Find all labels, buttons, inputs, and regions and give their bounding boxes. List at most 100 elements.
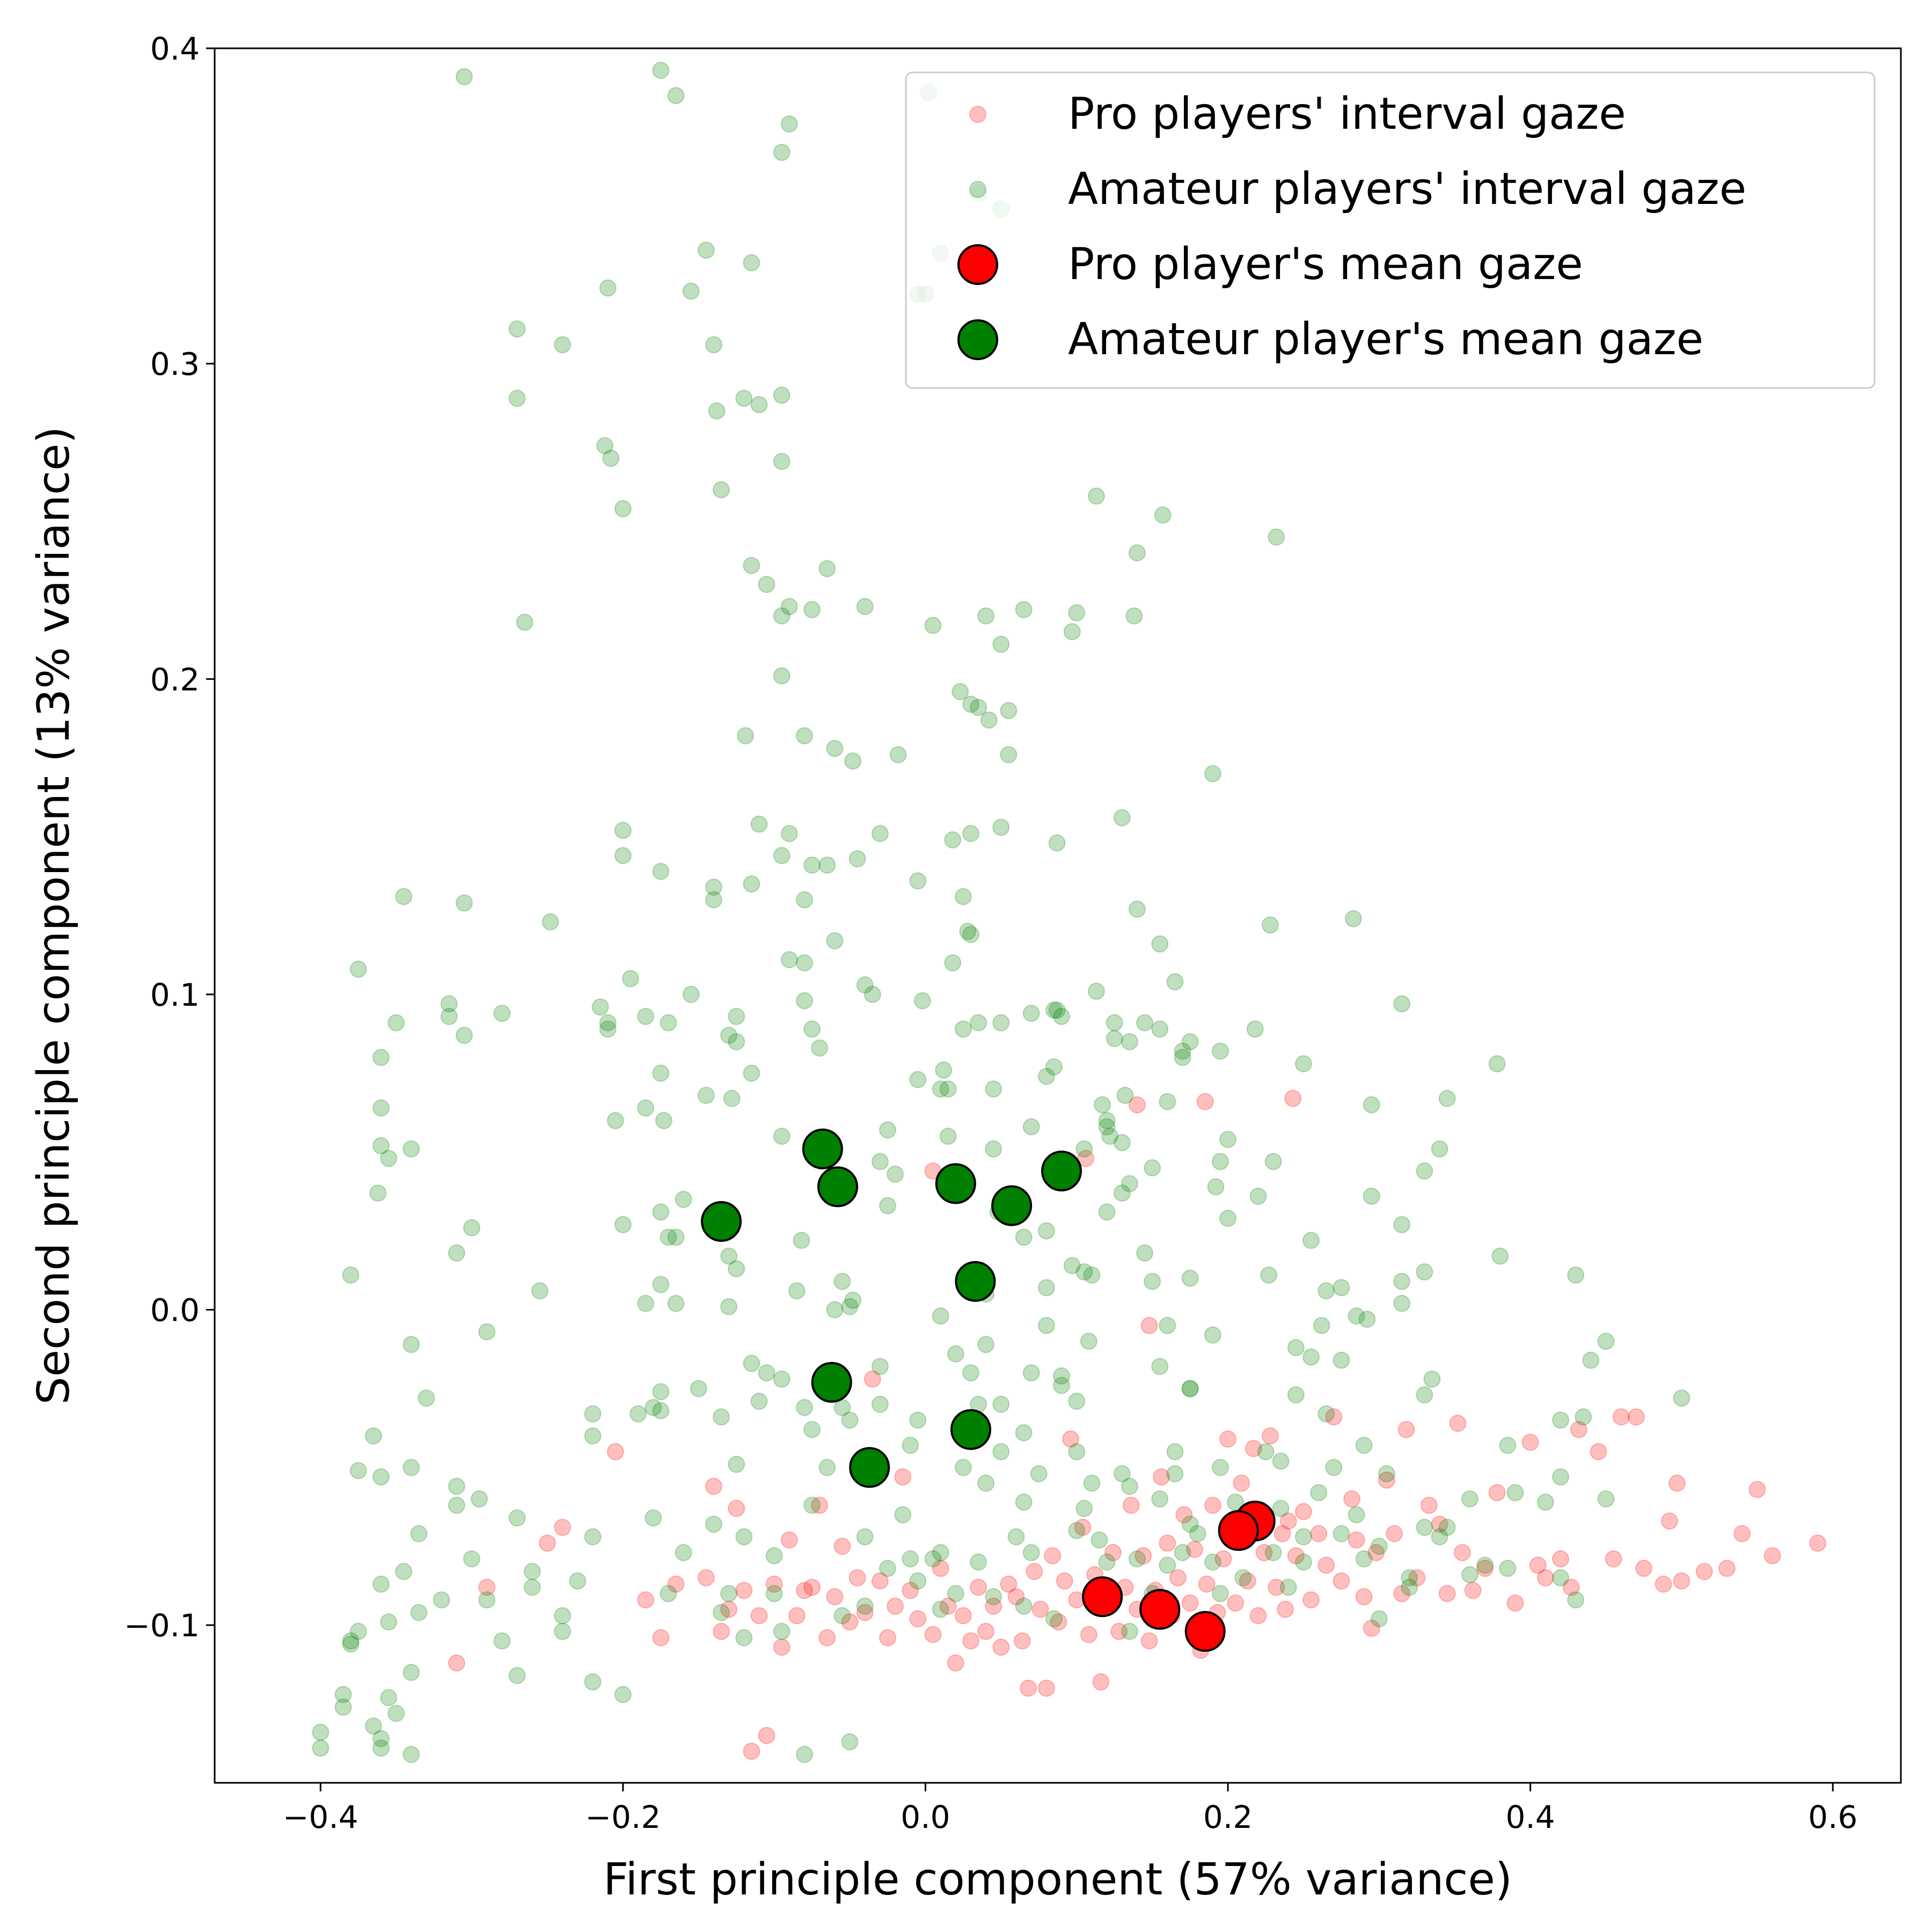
amateur-interval-point-32 xyxy=(743,557,760,574)
amateur-interval-point-311 xyxy=(1461,1490,1479,1508)
amateur-mean-point-6 xyxy=(955,1261,996,1302)
pro-interval-point-43 xyxy=(1310,1525,1328,1542)
legend: Pro players' interval gaze Amateur playe… xyxy=(905,71,1876,389)
amateur-interval-point-193 xyxy=(667,1228,685,1246)
amateur-interval-point-171 xyxy=(1431,1140,1448,1158)
pro-interval-point-132 xyxy=(713,1622,730,1640)
pro-interval-point-101 xyxy=(954,1607,972,1624)
amateur-interval-point-36 xyxy=(803,601,821,618)
amateur-interval-point-102 xyxy=(591,998,609,1016)
pro-interval-point-110 xyxy=(879,1629,896,1646)
amateur-interval-point-204 xyxy=(1567,1266,1585,1284)
pro-interval-point-8 xyxy=(1660,1512,1678,1530)
amateur-interval-point-293 xyxy=(1083,1474,1101,1492)
legend-label-amateur-mean: Amateur player's mean gaze xyxy=(1068,314,1703,365)
amateur-interval-point-62 xyxy=(962,825,979,843)
amateur-interval-point-324 xyxy=(1272,1499,1290,1517)
amateur-interval-point-350 xyxy=(879,1560,896,1577)
amateur-interval-point-347 xyxy=(523,1563,541,1580)
amateur-interval-point-147 xyxy=(723,1089,741,1107)
amateur-interval-point-212 xyxy=(788,1282,806,1300)
amateur-interval-point-180 xyxy=(660,1228,677,1246)
amateur-interval-point-223 xyxy=(1333,1279,1350,1297)
pro-mean-point-2 xyxy=(1082,1576,1123,1618)
amateur-interval-point-352 xyxy=(909,1572,927,1590)
amateur-interval-point-164 xyxy=(1098,1118,1116,1136)
amateur-interval-point-185 xyxy=(1113,1184,1131,1202)
amateur-interval-point-148 xyxy=(372,1099,390,1117)
amateur-interval-point-3 xyxy=(780,115,798,133)
amateur-interval-point-198 xyxy=(1083,1266,1101,1284)
amateur-interval-point-287 xyxy=(1499,1437,1517,1454)
amateur-interval-point-56 xyxy=(889,746,907,764)
plot-area xyxy=(312,62,1826,1763)
amateur-interval-point-80 xyxy=(705,891,722,909)
amateur-interval-point-334 xyxy=(1007,1528,1025,1546)
amateur-interval-point-50 xyxy=(970,699,987,716)
amateur-interval-point-138 xyxy=(1174,1042,1191,1060)
pro-interval-point-86 xyxy=(1056,1572,1073,1590)
x-tick-label-0: −0.4 xyxy=(283,1799,358,1835)
pro-interval-point-57 xyxy=(1227,1594,1245,1612)
amateur-interval-point-120 xyxy=(1045,1001,1063,1019)
amateur-interval-point-152 xyxy=(1438,1089,1456,1107)
amateur-interval-point-331 xyxy=(735,1528,753,1546)
amateur-interval-point-321 xyxy=(1075,1499,1093,1517)
amateur-interval-point-343 xyxy=(1438,1519,1456,1536)
pro-interval-point-114 xyxy=(848,1569,866,1586)
amateur-interval-point-284 xyxy=(1166,1443,1184,1460)
amateur-interval-point-34 xyxy=(758,576,775,593)
pro-interval-point-96 xyxy=(992,1638,1010,1656)
amateur-interval-point-363 xyxy=(1401,1569,1418,1586)
amateur-interval-point-125 xyxy=(1181,1033,1199,1051)
pro-interval-point-36 xyxy=(1363,1620,1380,1637)
pro-interval-point-111 xyxy=(871,1572,889,1590)
amateur-interval-point-91 xyxy=(349,960,367,978)
amateur-interval-point-358 xyxy=(1159,1556,1176,1574)
amateur-interval-point-391 xyxy=(380,1613,398,1631)
pro-interval-point-98 xyxy=(977,1622,995,1640)
amateur-interval-point-232 xyxy=(1037,1316,1055,1334)
amateur-interval-point-320 xyxy=(1015,1494,1033,1511)
x-tick-label-3: 0.2 xyxy=(1203,1799,1253,1835)
amateur-interval-point-414 xyxy=(796,1746,813,1763)
amateur-interval-point-61 xyxy=(992,818,1010,836)
amateur-interval-point-162 xyxy=(985,1140,1002,1158)
pro-interval-point-29 xyxy=(1420,1496,1438,1514)
amateur-interval-point-269 xyxy=(1318,1405,1335,1423)
amateur-interval-point-117 xyxy=(954,1020,972,1038)
amateur-mean-point-3 xyxy=(935,1163,976,1204)
amateur-interval-point-378 xyxy=(1015,1597,1033,1615)
pro-interval-point-9 xyxy=(1655,1575,1672,1593)
amateur-interval-point-166 xyxy=(1113,1134,1131,1152)
amateur-mean-point-8 xyxy=(950,1409,991,1450)
amateur-interval-point-132 xyxy=(372,1049,390,1066)
pro-interval-point-30 xyxy=(1408,1569,1426,1586)
amateur-interval-point-110 xyxy=(387,1014,405,1031)
amateur-interval-point-57 xyxy=(1000,746,1018,764)
amateur-interval-point-312 xyxy=(1506,1484,1524,1502)
amateur-interval-point-236 xyxy=(1287,1339,1305,1357)
legend-label-pro-mean: Pro player's mean gaze xyxy=(1068,239,1583,290)
amateur-interval-point-253 xyxy=(1582,1351,1600,1369)
amateur-interval-point-93 xyxy=(682,985,700,1003)
pro-interval-point-25 xyxy=(1453,1544,1471,1561)
amateur-interval-point-51 xyxy=(1000,702,1018,719)
pro-interval-point-77 xyxy=(1110,1622,1128,1640)
amateur-interval-point-291 xyxy=(954,1459,972,1476)
amateur-interval-point-168 xyxy=(1211,1153,1229,1170)
amateur-interval-point-319 xyxy=(894,1506,912,1524)
pro-interval-point-46 xyxy=(1287,1547,1305,1564)
amateur-interval-point-385 xyxy=(554,1607,572,1624)
pro-interval-point-31 xyxy=(1397,1421,1415,1438)
amateur-interval-point-371 xyxy=(569,1572,587,1590)
amateur-interval-point-178 xyxy=(675,1190,692,1208)
amateur-interval-point-30 xyxy=(1268,528,1285,546)
amateur-interval-point-179 xyxy=(652,1203,670,1221)
amateur-interval-point-261 xyxy=(871,1395,889,1413)
pro-interval-point-102 xyxy=(947,1654,964,1672)
amateur-interval-point-259 xyxy=(796,1399,813,1416)
pro-interval-point-75 xyxy=(1122,1496,1140,1514)
amateur-interval-point-328 xyxy=(1536,1494,1554,1511)
amateur-interval-point-356 xyxy=(1098,1553,1116,1571)
